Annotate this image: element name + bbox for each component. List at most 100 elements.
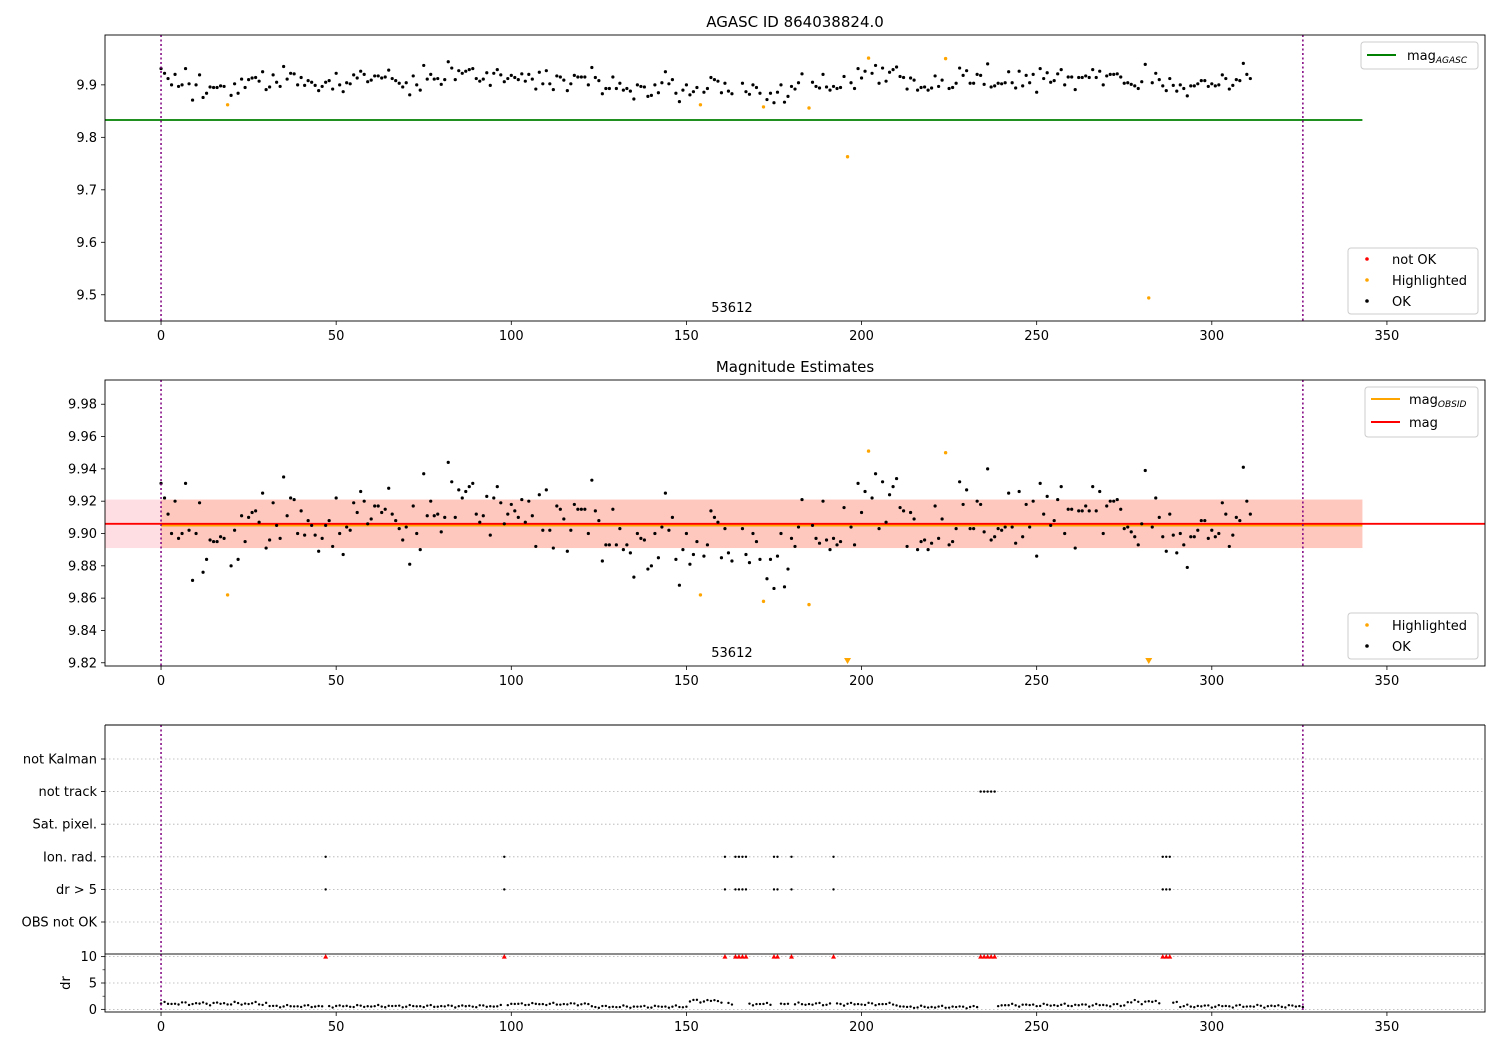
- dr-point: [187, 1003, 191, 1007]
- ok-point: [996, 81, 1000, 85]
- legend-point-swatch: [1365, 299, 1369, 303]
- ok-point: [600, 559, 604, 563]
- ok-point: [194, 531, 198, 536]
- ok-point: [232, 528, 237, 532]
- ok-point: [446, 460, 450, 465]
- flag-point: [776, 855, 779, 858]
- dr-point: [380, 1005, 383, 1008]
- ok-point: [625, 86, 629, 91]
- ok-point: [243, 85, 247, 90]
- ok-point: [558, 507, 562, 511]
- ok-point: [789, 84, 794, 89]
- dr-point: [909, 1005, 912, 1008]
- dr-point: [629, 1006, 632, 1010]
- dr-point: [513, 1002, 516, 1006]
- panel1-xtick-label: 0: [157, 329, 165, 344]
- ok-point: [649, 564, 653, 568]
- dr-point: [1270, 1004, 1273, 1007]
- ok-point: [275, 523, 279, 528]
- ok-point: [758, 557, 762, 561]
- ok-point: [898, 74, 902, 79]
- ok-point: [628, 551, 632, 555]
- dr-point: [800, 1002, 804, 1006]
- dr-point: [205, 1002, 208, 1005]
- dr-point: [334, 1004, 338, 1008]
- ok-point: [404, 525, 408, 529]
- dr-point: [674, 1004, 678, 1007]
- ok-point: [401, 85, 405, 89]
- legend-subscript: OBSID: [1438, 400, 1467, 410]
- ok-point: [1052, 79, 1056, 83]
- ok-point: [362, 499, 366, 503]
- dr-point: [219, 1002, 222, 1005]
- ok-point: [674, 91, 678, 95]
- panel2-xtick-label: 250: [1024, 674, 1049, 689]
- ok-point: [838, 539, 843, 544]
- ok-point: [607, 86, 611, 91]
- ok-point: [709, 75, 713, 80]
- dr-point: [534, 1002, 538, 1006]
- ok-point: [562, 78, 566, 82]
- ok-point: [453, 515, 457, 519]
- ok-point: [646, 94, 650, 98]
- ok-point: [1210, 82, 1214, 86]
- ok-point: [653, 531, 657, 536]
- ok-point: [653, 83, 657, 87]
- dr-point: [1224, 1004, 1228, 1008]
- dr-point: [1207, 1004, 1210, 1007]
- ok-point: [1213, 84, 1217, 88]
- ok-point: [859, 76, 864, 80]
- ok-point: [1164, 549, 1168, 553]
- dr-point: [499, 1003, 502, 1007]
- dr-point: [1059, 1003, 1063, 1007]
- ok-point: [908, 510, 913, 515]
- ok-point: [492, 71, 496, 75]
- dr-point: [352, 1005, 355, 1009]
- dr-point: [919, 1004, 923, 1007]
- ok-point: [1248, 76, 1252, 81]
- ok-point: [306, 79, 310, 83]
- dr-point: [709, 999, 713, 1003]
- ok-point: [467, 68, 471, 72]
- ok-point: [723, 81, 727, 85]
- ok-point: [1248, 512, 1252, 516]
- dr-point: [391, 1004, 394, 1008]
- obsid-label: 53612: [711, 301, 752, 316]
- ok-point: [677, 583, 682, 587]
- ok-point: [1049, 80, 1053, 84]
- ok-point: [320, 536, 324, 540]
- ok-point: [1028, 81, 1032, 85]
- ok-point: [1010, 525, 1014, 529]
- ok-point: [937, 536, 941, 540]
- dr-point: [450, 1004, 453, 1008]
- dr-clipped-marker: [732, 954, 738, 959]
- ok-point: [951, 85, 955, 90]
- ok-point: [345, 525, 349, 529]
- dr-point: [576, 1004, 580, 1007]
- ok-point: [502, 80, 506, 84]
- ok-point: [1157, 78, 1161, 82]
- ok-point: [572, 502, 576, 507]
- flag-point: [723, 855, 727, 858]
- ok-point: [394, 79, 398, 83]
- ok-point: [551, 546, 555, 550]
- ok-point: [1084, 74, 1088, 78]
- ok-point: [418, 88, 422, 92]
- ok-point: [765, 97, 769, 102]
- dr-point: [1017, 1005, 1021, 1008]
- flag-row-label: not track: [38, 785, 97, 800]
- ok-point: [464, 489, 468, 494]
- ok-point: [993, 84, 997, 88]
- flag-point: [776, 888, 779, 891]
- ok-point: [460, 71, 464, 75]
- ok-point: [513, 509, 517, 513]
- dr-point: [632, 1005, 636, 1008]
- legend-point-label: not OK: [1392, 253, 1437, 268]
- ok-point: [597, 518, 601, 523]
- ok-point: [982, 530, 986, 534]
- dr-point: [338, 1004, 341, 1007]
- ok-point: [352, 501, 356, 505]
- ok-point: [1105, 74, 1109, 78]
- dr-point: [881, 1002, 884, 1006]
